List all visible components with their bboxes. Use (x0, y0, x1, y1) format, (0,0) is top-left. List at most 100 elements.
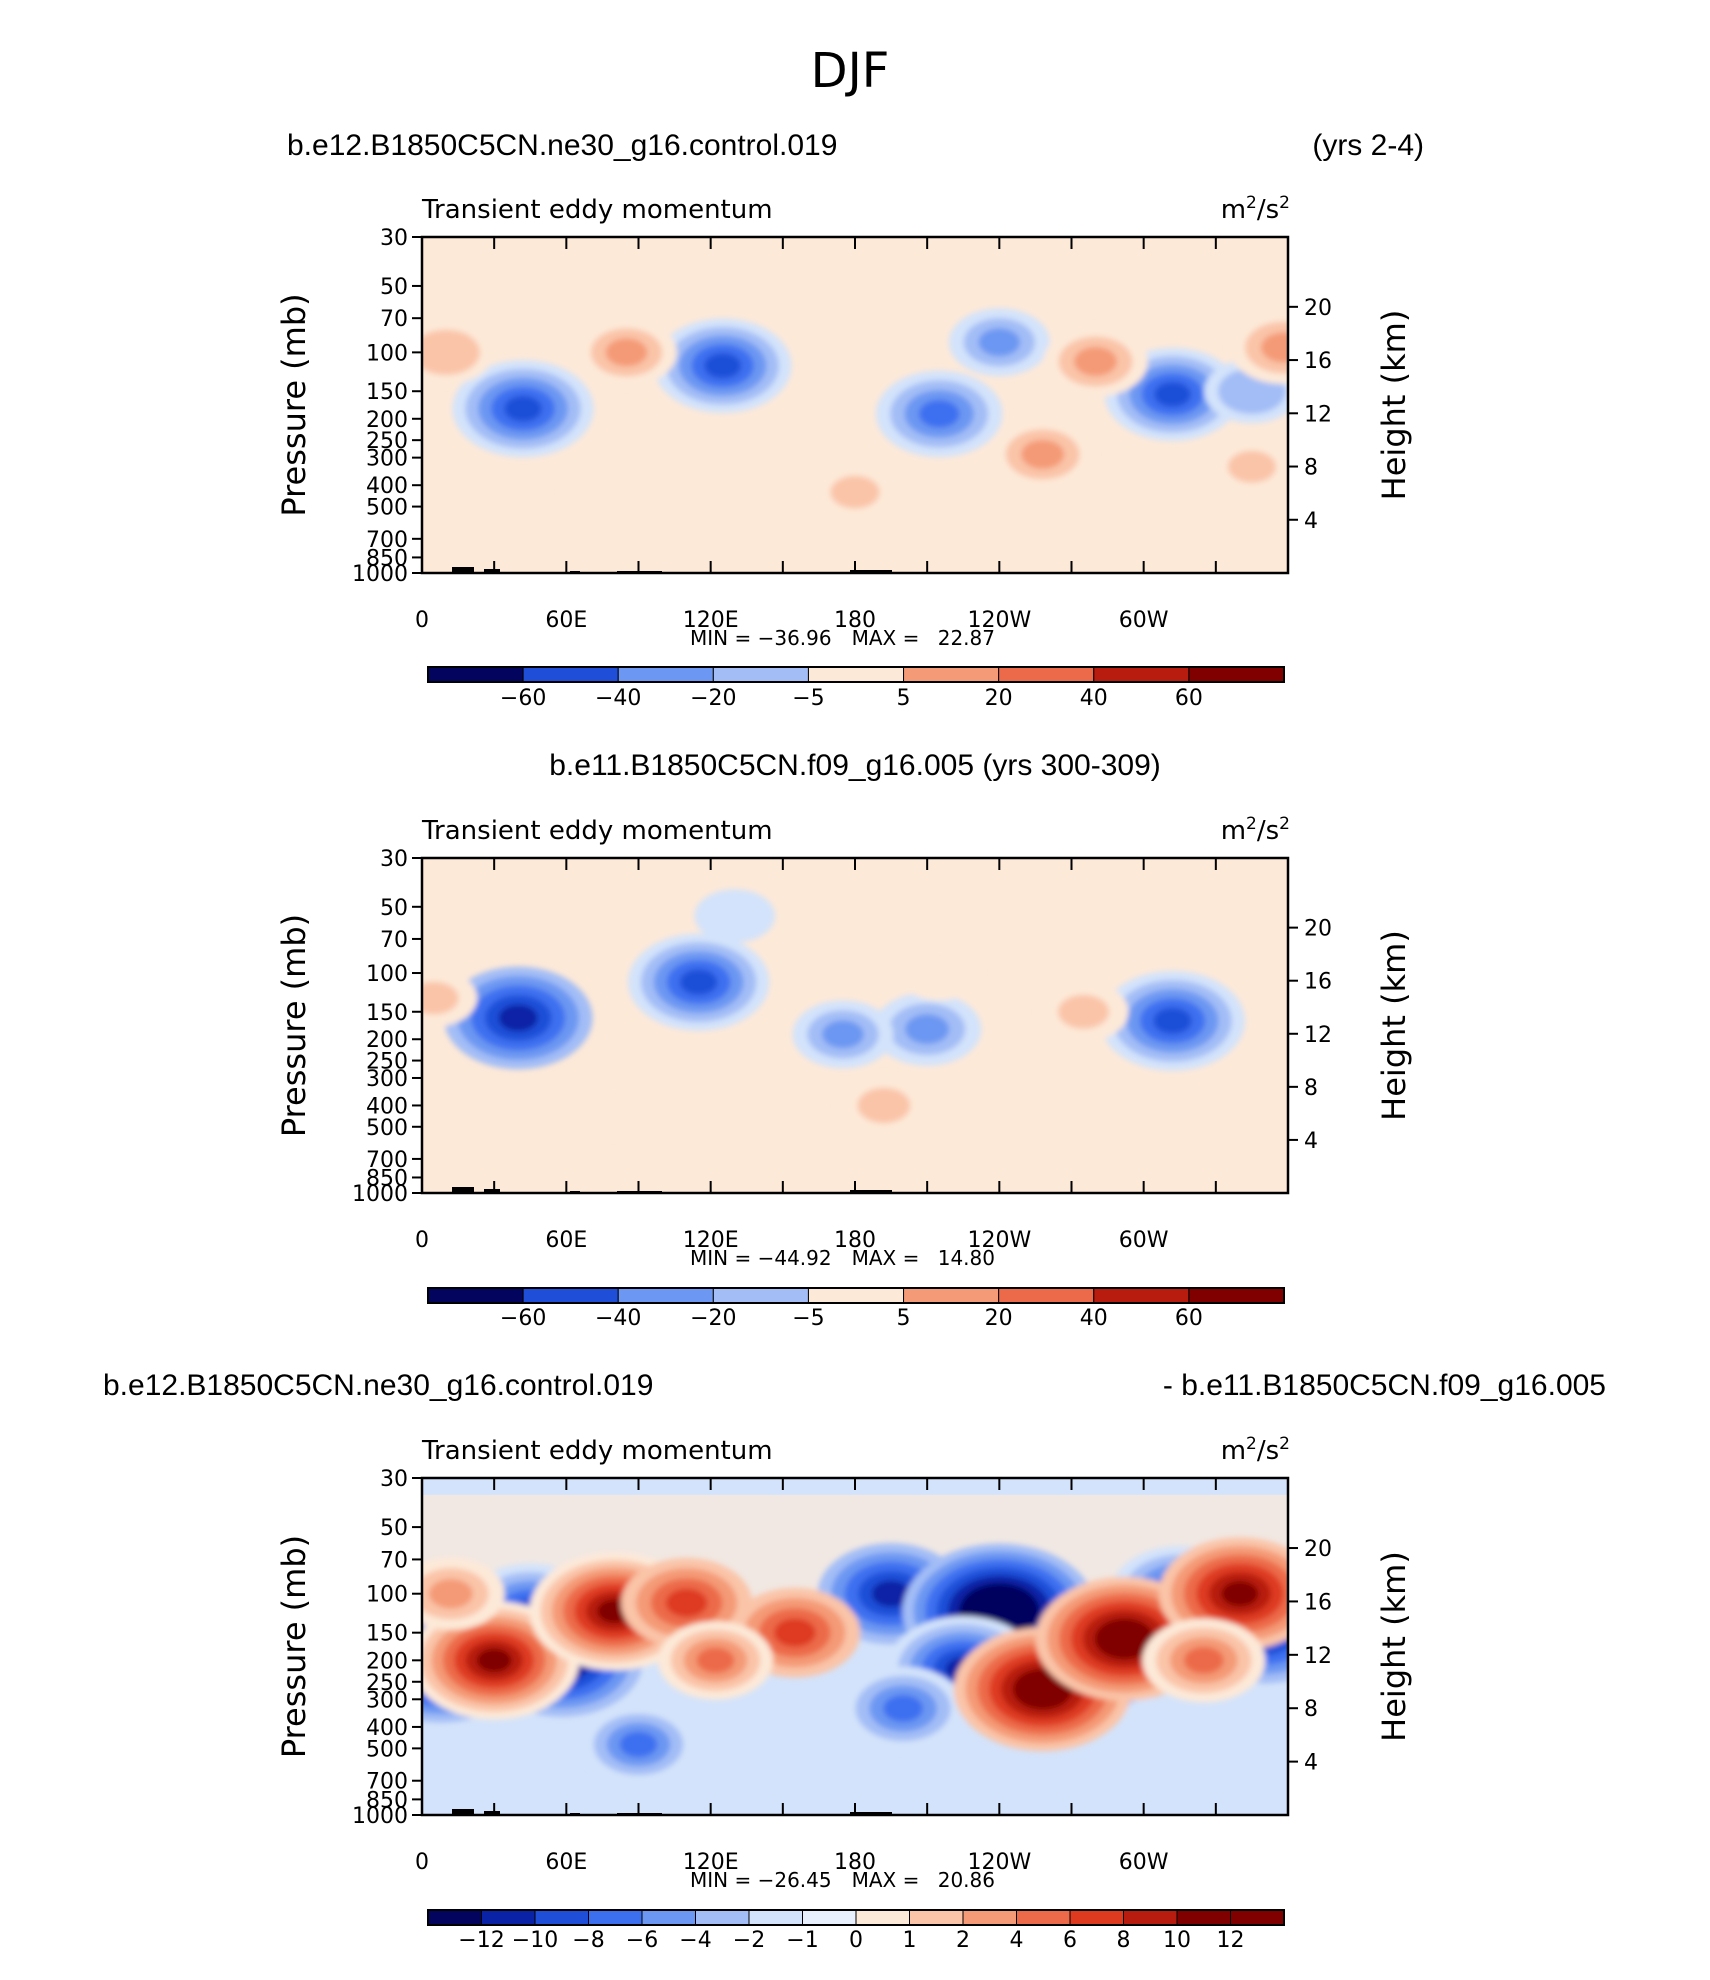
height-tick-label: 12 (1304, 402, 1332, 427)
colorbar-box (748, 1909, 803, 1926)
contour-field (422, 1478, 1288, 1815)
pressure-tick-label: 700 (366, 528, 408, 553)
contour-feature (1261, 332, 1288, 363)
contour-feature (1153, 1007, 1192, 1035)
colorbar-box (1230, 1909, 1285, 1926)
contour-feature (498, 1004, 538, 1032)
colorbar-label: 1 (903, 1928, 917, 1953)
pressure-tick-label: 150 (366, 1622, 408, 1647)
colorbar-box (588, 1909, 643, 1926)
colorbar-label: −5 (792, 1306, 824, 1331)
contour-feature (704, 353, 742, 379)
colorbar-frame (427, 666, 1285, 683)
colorbar-box (522, 1287, 619, 1304)
lon-tick-label: 180 (834, 608, 876, 633)
pressure-tick-label: 500 (366, 1737, 408, 1762)
lon-tick-label: 120W (967, 1228, 1031, 1253)
colorbar-box (903, 1287, 1000, 1304)
y-axis-label-left: Pressure (mb) (275, 293, 313, 516)
colorbar-label: −12 (458, 1928, 504, 1953)
lon-tick-label: 120E (683, 1228, 739, 1253)
contour-feature (476, 1648, 512, 1673)
colorbar-box (807, 666, 905, 683)
contour-feature (830, 475, 880, 509)
colorbar-box (855, 1909, 910, 1926)
contour-feature (1227, 450, 1277, 483)
lon-tick-label: 0 (415, 1850, 429, 1875)
colorbar-box (1093, 1287, 1190, 1304)
pressure-tick-label: 200 (366, 408, 408, 433)
lon-tick-label: 180 (834, 1228, 876, 1253)
colorbar-box (1188, 666, 1285, 683)
colorbar-box (802, 1909, 857, 1926)
colorbar-box (1016, 1909, 1071, 1926)
contour-feature (426, 339, 466, 366)
colorbar-box (1093, 666, 1190, 683)
pressure-tick-label: 250 (366, 1050, 408, 1075)
pressure-tick-label: 700 (366, 1770, 408, 1795)
panel-p2: b.e11.B1850C5CN.f09_g16.005 (yrs 300-309… (275, 749, 1413, 1331)
topography (452, 1809, 474, 1815)
height-tick-label: 16 (1304, 970, 1332, 995)
height-tick-label: 8 (1304, 1697, 1318, 1722)
lon-tick-label: 60W (1119, 608, 1169, 633)
contour-feature (605, 338, 648, 367)
colorbar: −60 −40 −20 −5 5 20 40 60 (427, 1287, 1285, 1331)
colorbar-box (427, 1909, 482, 1926)
panel-title-center: b.e11.B1850C5CN.f09_g16.005 (yrs 300-309… (549, 749, 1161, 782)
colorbar-box (903, 666, 1000, 683)
contour-feature (978, 328, 1021, 357)
colorbar-box (617, 1287, 714, 1304)
pressure-tick-label: 50 (380, 1516, 408, 1541)
pressure-tick-label: 200 (366, 1649, 408, 1674)
contour-feature (578, 474, 627, 506)
colorbar-box (998, 1287, 1095, 1304)
contour-feature (1232, 377, 1272, 405)
pressure-tick-label: 150 (366, 380, 408, 405)
colorbar-box (641, 1909, 696, 1926)
contour-feature (1058, 994, 1110, 1029)
colorbar-frame (427, 1287, 1285, 1304)
contour-feature (1154, 381, 1191, 407)
pressure-tick-label: 400 (366, 1094, 408, 1119)
colorbar-box (481, 1909, 536, 1926)
contour-feature (774, 1618, 816, 1647)
colorbar-label: −8 (572, 1928, 604, 1953)
colorbar-label: −20 (690, 1306, 736, 1331)
topography (484, 1189, 500, 1193)
colorbar-frame (427, 1909, 1285, 1926)
height-tick-label: 20 (1304, 917, 1332, 942)
pressure-tick-label: 400 (366, 474, 408, 499)
pressure-tick-label: 100 (366, 341, 408, 366)
colorbar-box (807, 1287, 905, 1304)
colorbar-box (427, 1287, 524, 1304)
panel-subtitle: Transient eddy momentum (421, 1436, 773, 1466)
pressure-tick-label: 300 (366, 447, 408, 472)
colorbar-label: 40 (1080, 1306, 1108, 1331)
pressure-tick-label: 1000 (352, 562, 408, 587)
panel-title-right: (yrs 2-4) (1312, 129, 1424, 162)
colorbar-label: −5 (792, 686, 824, 711)
pressure-tick-label: 70 (380, 307, 408, 332)
pressure-tick-label: 30 (380, 1467, 408, 1492)
colorbar-box (617, 666, 714, 683)
lon-tick-label: 0 (415, 1228, 429, 1253)
pressure-tick-label: 850 (366, 546, 408, 571)
colorbar-box (1176, 1909, 1231, 1926)
contour-feature (428, 1578, 473, 1609)
contour-feature (857, 1087, 911, 1124)
colorbar-label: −40 (595, 686, 641, 711)
contour-feature (665, 1588, 708, 1618)
pressure-tick-label: 850 (366, 1788, 408, 1813)
pressure-tick-label: 250 (366, 1671, 408, 1696)
contour-field (422, 858, 1288, 1193)
contour-feature (711, 900, 758, 932)
colorbar-label: 60 (1175, 686, 1203, 711)
contour-feature (422, 981, 459, 1015)
colorbar-label: 10 (1163, 1928, 1191, 1953)
pressure-tick-label: 850 (366, 1166, 408, 1191)
contour-feature (871, 1580, 911, 1608)
topography (850, 1812, 892, 1815)
height-tick-label: 8 (1304, 1076, 1318, 1101)
